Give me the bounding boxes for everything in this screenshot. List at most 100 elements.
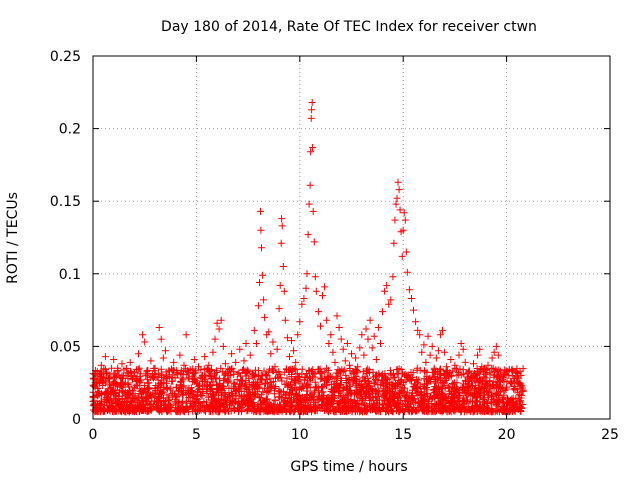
- data-point: [369, 402, 377, 410]
- data-point: [192, 379, 200, 387]
- data-point: [393, 369, 401, 377]
- data-point: [295, 392, 303, 400]
- x-tick-label: 10: [291, 427, 309, 443]
- data-point: [172, 392, 180, 400]
- data-point: [273, 345, 281, 353]
- data-point: [254, 367, 262, 374]
- data-point: [509, 367, 517, 375]
- data-point: [345, 361, 353, 369]
- data-point: [158, 370, 166, 378]
- data-point: [485, 407, 493, 415]
- data-point: [349, 402, 357, 409]
- chart-title: Day 180 of 2014, Rate Of TEC Index for r…: [161, 19, 537, 35]
- data-point: [381, 287, 389, 295]
- data-point: [478, 363, 486, 371]
- data-point: [223, 376, 231, 384]
- data-point: [293, 373, 301, 381]
- data-point: [257, 397, 265, 405]
- data-point: [492, 379, 500, 387]
- data-point: [138, 395, 146, 403]
- data-point: [449, 367, 457, 375]
- data-point: [212, 402, 220, 410]
- data-point: [163, 391, 171, 399]
- data-point: [200, 365, 208, 373]
- data-point: [162, 368, 170, 376]
- data-point: [219, 368, 227, 376]
- data-point: [304, 231, 312, 239]
- data-point: [198, 392, 206, 400]
- data-point: [402, 248, 410, 256]
- data-point: [174, 404, 182, 412]
- data-point: [151, 384, 159, 392]
- data-point: [158, 407, 166, 415]
- data-point: [459, 345, 467, 353]
- data-point: [368, 344, 376, 352]
- data-point: [188, 372, 196, 380]
- data-point: [271, 363, 279, 371]
- data-point: [379, 405, 387, 412]
- data-point: [318, 397, 326, 405]
- data-point: [392, 200, 400, 208]
- data-point: [356, 378, 364, 386]
- data-point: [519, 387, 527, 395]
- data-point: [178, 383, 186, 391]
- data-point: [335, 367, 343, 375]
- data-point: [490, 371, 498, 379]
- data-point: [155, 324, 163, 331]
- data-point: [185, 384, 193, 392]
- data-point: [324, 376, 332, 384]
- data-point: [469, 404, 476, 412]
- data-point: [325, 408, 332, 416]
- data-point: [459, 396, 467, 404]
- data-point: [296, 318, 304, 326]
- data-point: [137, 387, 145, 395]
- data-point: [443, 382, 451, 390]
- data-point: [190, 356, 198, 363]
- data-point: [423, 393, 431, 401]
- data-point: [447, 387, 455, 395]
- data-point: [154, 398, 162, 406]
- data-point: [356, 394, 364, 402]
- data-point: [179, 391, 187, 399]
- data-point: [503, 383, 511, 391]
- data-point: [159, 388, 167, 396]
- data-point: [199, 371, 207, 379]
- x-tick-label: 15: [394, 427, 412, 443]
- data-point: [393, 194, 401, 202]
- data-point: [157, 365, 165, 373]
- data-point: [409, 396, 417, 404]
- data-point: [209, 348, 217, 356]
- data-point: [364, 377, 372, 385]
- data-point: [455, 351, 463, 359]
- data-point: [157, 389, 165, 397]
- data-point: [130, 383, 138, 391]
- data-point: [313, 407, 321, 415]
- data-point: [242, 340, 250, 347]
- data-point: [232, 358, 240, 366]
- data-point: [276, 281, 284, 289]
- data-point: [515, 391, 523, 399]
- data-point: [390, 239, 398, 247]
- data-point: [326, 406, 334, 414]
- data-point: [447, 356, 455, 363]
- data-point: [254, 383, 262, 391]
- data-point: [115, 399, 123, 407]
- data-point: [123, 389, 131, 397]
- data-point: [361, 401, 369, 409]
- data-point: [481, 408, 489, 416]
- data-point: [248, 381, 256, 388]
- data-point: [401, 216, 409, 224]
- data-point: [242, 383, 250, 391]
- axis-ticks: 0 5 10 15 20 25 0 0.05 0.1 0.15 0.2 0.25: [50, 49, 619, 443]
- x-tick-label: 5: [192, 427, 201, 443]
- data-point: [209, 388, 217, 396]
- data-point: [238, 377, 246, 385]
- data-point: [147, 357, 155, 365]
- data-point: [341, 357, 349, 365]
- data-point: [378, 372, 386, 380]
- data-point: [350, 370, 358, 378]
- data-point: [135, 350, 142, 358]
- data-point: [432, 354, 440, 362]
- data-point: [298, 383, 306, 391]
- data-point: [278, 222, 286, 230]
